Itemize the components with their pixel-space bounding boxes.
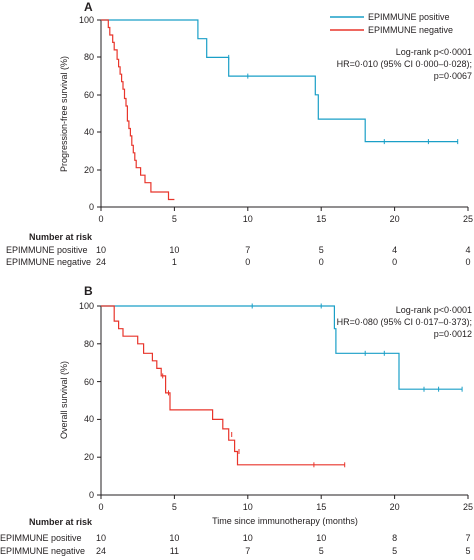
panel-b-x-ticks: [100, 495, 469, 499]
panel-b-survival-curve-positive: [101, 305, 463, 390]
panel-a-annotation: Log-rank p<0·0001 HR=0·010 (95% CI 0·000…: [337, 47, 472, 81]
x-tick-label: 0: [98, 214, 103, 224]
y-tick-label: 100: [79, 15, 94, 25]
y-tick-label: 80: [84, 339, 94, 349]
x-tick-label: 15: [316, 502, 326, 512]
y-tick-label: 100: [79, 301, 94, 311]
panel-a-x-tick-labels: 0 5 10 15 20 25: [98, 214, 473, 224]
panel-a-risk-table: Number at risk EPIMMUNE positive EPIMMUN…: [6, 232, 471, 267]
x-tick-label: 15: [316, 214, 326, 224]
risk-value: 5: [465, 546, 470, 556]
risk-value: 0: [392, 257, 397, 267]
risk-value: 10: [96, 245, 106, 255]
panel-b-survival-curve-negative: [101, 305, 345, 466]
risk-value: 0: [319, 257, 324, 267]
panel-b: B 0 20 40 60 80 100 Overall survival (%): [0, 284, 473, 556]
panel-a-y-axis: 0 20 40 60 80 100 Progression-free survi…: [59, 15, 102, 212]
x-tick-label: 0: [98, 502, 103, 512]
risk-row-label-negative: EPIMMUNE negative: [0, 546, 85, 556]
panel-a-y-ticks: [97, 19, 101, 208]
annotation-line: HR=0·080 (95% CI 0·017–0·373);: [337, 317, 472, 327]
panel-a-legend: EPIMMUNE positive EPIMMUNE negative: [330, 12, 453, 35]
panel-b-x-axis: 0 5 10 15 20 25 Time since immunotherapy…: [98, 494, 473, 526]
risk-value: 8: [392, 533, 397, 543]
panel-b-letter: B: [84, 284, 93, 298]
annotation-line: HR=0·010 (95% CI 0·000–0·028);: [337, 59, 472, 69]
x-tick-label: 20: [390, 214, 400, 224]
y-tick-label: 80: [84, 52, 94, 62]
panel-b-annotation: Log-rank p<0·0001 HR=0·080 (95% CI 0·017…: [337, 305, 472, 339]
risk-value: 5: [392, 546, 397, 556]
annotation-line: p=0·0067: [434, 71, 472, 81]
panel-a-x-axis: 0 5 10 15 20 25: [98, 206, 473, 224]
risk-row-label-positive: EPIMMUNE positive: [6, 245, 88, 255]
panel-a-survival-curve-positive: [101, 19, 458, 143]
panel-a-x-ticks: [100, 207, 469, 211]
x-tick-label: 5: [172, 502, 177, 512]
panel-b-risk-table: Number at risk EPIMMUNE positive EPIMMUN…: [0, 517, 471, 556]
risk-values-positive: 10 10 10 10 8 7: [96, 533, 471, 543]
risk-row-label-negative: EPIMMUNE negative: [6, 257, 91, 267]
risk-value: 24: [96, 546, 106, 556]
x-tick-label: 10: [243, 214, 253, 224]
risk-value: 5: [319, 546, 324, 556]
risk-value: 10: [316, 533, 326, 543]
y-tick-label: 40: [84, 127, 94, 137]
panel-b-y-tick-labels: 0 20 40 60 80 100: [79, 301, 94, 500]
risk-values-negative: 24 1 0 0 0 0: [96, 257, 471, 267]
panel-b-x-tick-labels: 0 5 10 15 20 25: [98, 502, 473, 512]
risk-values-positive: 10 10 7 5 4 4: [96, 245, 471, 255]
y-tick-label: 60: [84, 377, 94, 387]
y-tick-label: 20: [84, 452, 94, 462]
panel-b-x-axis-title: Time since immunotherapy (months): [212, 516, 358, 526]
risk-value: 1: [172, 257, 177, 267]
risk-value: 7: [245, 245, 250, 255]
risk-value: 0: [245, 257, 250, 267]
legend-label-negative: EPIMMUNE negative: [368, 25, 453, 35]
x-tick-label: 5: [172, 214, 177, 224]
y-tick-label: 60: [84, 90, 94, 100]
x-tick-label: 10: [243, 502, 253, 512]
annotation-line: Log-rank p<0·0001: [396, 305, 472, 315]
panel-b-plot: [101, 303, 463, 468]
risk-value: 11: [170, 546, 179, 556]
legend-label-positive: EPIMMUNE positive: [368, 12, 450, 22]
panel-a-y-tick-labels: 0 20 40 60 80 100: [79, 15, 94, 212]
x-tick-label: 25: [463, 502, 473, 512]
risk-value: 10: [96, 533, 106, 543]
risk-row-label-positive: EPIMMUNE positive: [0, 533, 82, 543]
annotation-line: p=0·0012: [434, 329, 472, 339]
risk-value: 5: [319, 245, 324, 255]
risk-value: 10: [169, 245, 179, 255]
risk-value: 4: [392, 245, 397, 255]
panel-b-y-axis-title: Overall survival (%): [59, 361, 69, 439]
risk-value: 0: [465, 257, 470, 267]
y-tick-label: 40: [84, 414, 94, 424]
panel-a: A 0 20 40 60 80 100 Progression-free sur…: [6, 0, 473, 267]
risk-values-negative: 24 11 7 5 5 5: [96, 546, 471, 556]
y-tick-label: 20: [84, 165, 94, 175]
panel-a-plot: [101, 19, 459, 201]
x-tick-label: 20: [390, 502, 400, 512]
risk-table-title: Number at risk: [29, 232, 93, 242]
panel-a-letter: A: [84, 0, 93, 14]
risk-value: 7: [465, 533, 470, 543]
annotation-line: Log-rank p<0·0001: [396, 47, 472, 57]
panel-b-y-ticks: [97, 305, 101, 496]
risk-table-title: Number at risk: [29, 517, 93, 527]
risk-value: 24: [96, 257, 106, 267]
panel-a-y-axis-title: Progression-free survival (%): [59, 56, 69, 172]
panel-b-y-axis: 0 20 40 60 80 100 Overall survival (%): [59, 301, 102, 500]
risk-value: 10: [169, 533, 179, 543]
y-tick-label: 0: [89, 490, 94, 500]
risk-value: 7: [245, 546, 250, 556]
risk-value: 4: [465, 245, 470, 255]
risk-value: 10: [243, 533, 253, 543]
y-tick-label: 0: [89, 202, 94, 212]
panel-a-survival-curve-negative: [101, 19, 175, 201]
x-tick-label: 25: [463, 214, 473, 224]
